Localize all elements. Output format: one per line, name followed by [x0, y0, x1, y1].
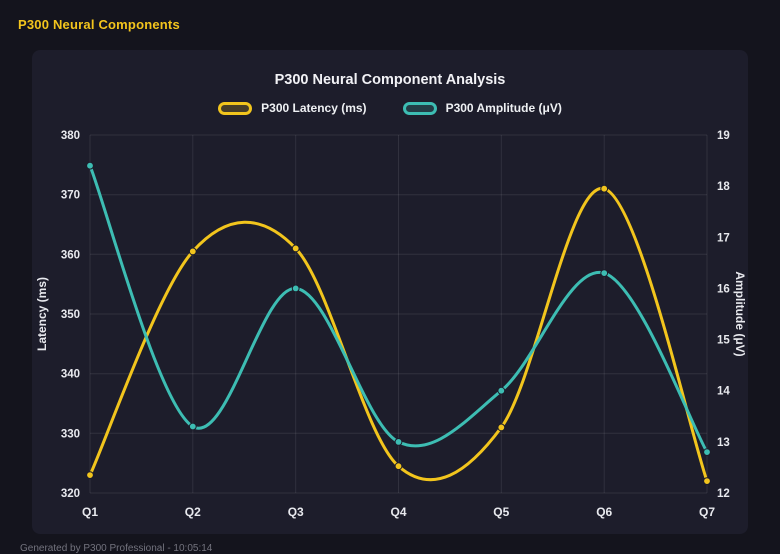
left-tick-label: 380: [61, 130, 80, 142]
legend-swatch-amplitude-icon: [402, 101, 437, 115]
left-axis-title: Latency (ms): [35, 277, 49, 351]
footer-status: Generated by P300 Professional - 10:05:1…: [20, 543, 213, 554]
left-tick-label: 370: [61, 190, 80, 202]
page-header: P300 Neural Components: [0, 0, 780, 34]
right-axis-title: Amplitude (μV): [733, 271, 747, 356]
right-tick-label: 15: [717, 335, 730, 347]
right-tick-label: 19: [717, 130, 730, 142]
legend-label-latency: P300 Latency (ms): [261, 101, 367, 115]
latency-data-point[interactable]: [394, 462, 403, 471]
legend-item-latency[interactable]: P300 Latency (ms): [218, 101, 367, 115]
amplitude-data-point[interactable]: [497, 386, 506, 395]
x-tick-label: Q6: [596, 505, 612, 519]
line-chart[interactable]: 320 330 340 350 360 370 380 12 13 14 15 16 17 18 19 Q1 Q…: [32, 119, 748, 519]
amplitude-data-point[interactable]: [600, 269, 609, 278]
right-tick-label: 16: [717, 283, 730, 295]
amplitude-data-point[interactable]: [188, 422, 197, 431]
latency-data-point[interactable]: [291, 244, 300, 253]
right-tick-label: 18: [717, 181, 730, 193]
x-tick-label: Q3: [288, 505, 304, 519]
left-tick-label: 320: [61, 488, 80, 500]
x-tick-label: Q1: [82, 505, 98, 519]
x-tick-label: Q5: [493, 505, 509, 519]
right-tick-label: 14: [717, 386, 730, 398]
right-tick-label: 17: [717, 232, 730, 244]
legend-item-amplitude[interactable]: P300 Amplitude (μV): [402, 101, 562, 115]
x-tick-label: Q4: [390, 505, 406, 519]
left-tick-label: 350: [61, 309, 80, 321]
amplitude-data-point[interactable]: [86, 161, 94, 170]
right-tick-label: 13: [717, 437, 730, 449]
page-title: P300 Neural Components: [18, 17, 180, 32]
latency-data-point[interactable]: [703, 477, 711, 486]
legend-label-amplitude: P300 Amplitude (μV): [445, 101, 562, 115]
latency-data-point[interactable]: [497, 423, 506, 432]
latency-data-point[interactable]: [188, 247, 197, 256]
chart-legend: P300 Latency (ms) P300 Amplitude (μV): [32, 101, 748, 115]
chart-title: P300 Neural Component Analysis: [274, 72, 506, 88]
chart-panel: P300 Neural Component Analysis P300 Late…: [32, 50, 748, 534]
left-tick-label: 340: [61, 369, 80, 381]
latency-data-point[interactable]: [86, 471, 94, 480]
amplitude-data-point[interactable]: [291, 284, 300, 293]
x-tick-label: Q7: [699, 505, 715, 519]
left-tick-label: 330: [61, 428, 80, 440]
chart-area: 320 330 340 350 360 370 380 12 13 14 15 16 17 18 19 Q1 Q…: [32, 119, 748, 524]
amplitude-data-point[interactable]: [703, 448, 711, 457]
x-tick-label: Q2: [185, 505, 201, 519]
legend-swatch-latency-icon: [218, 101, 253, 115]
amplitude-data-point[interactable]: [394, 438, 403, 446]
left-tick-label: 360: [61, 249, 80, 261]
latency-data-point[interactable]: [600, 184, 609, 193]
right-tick-label: 12: [717, 488, 730, 500]
